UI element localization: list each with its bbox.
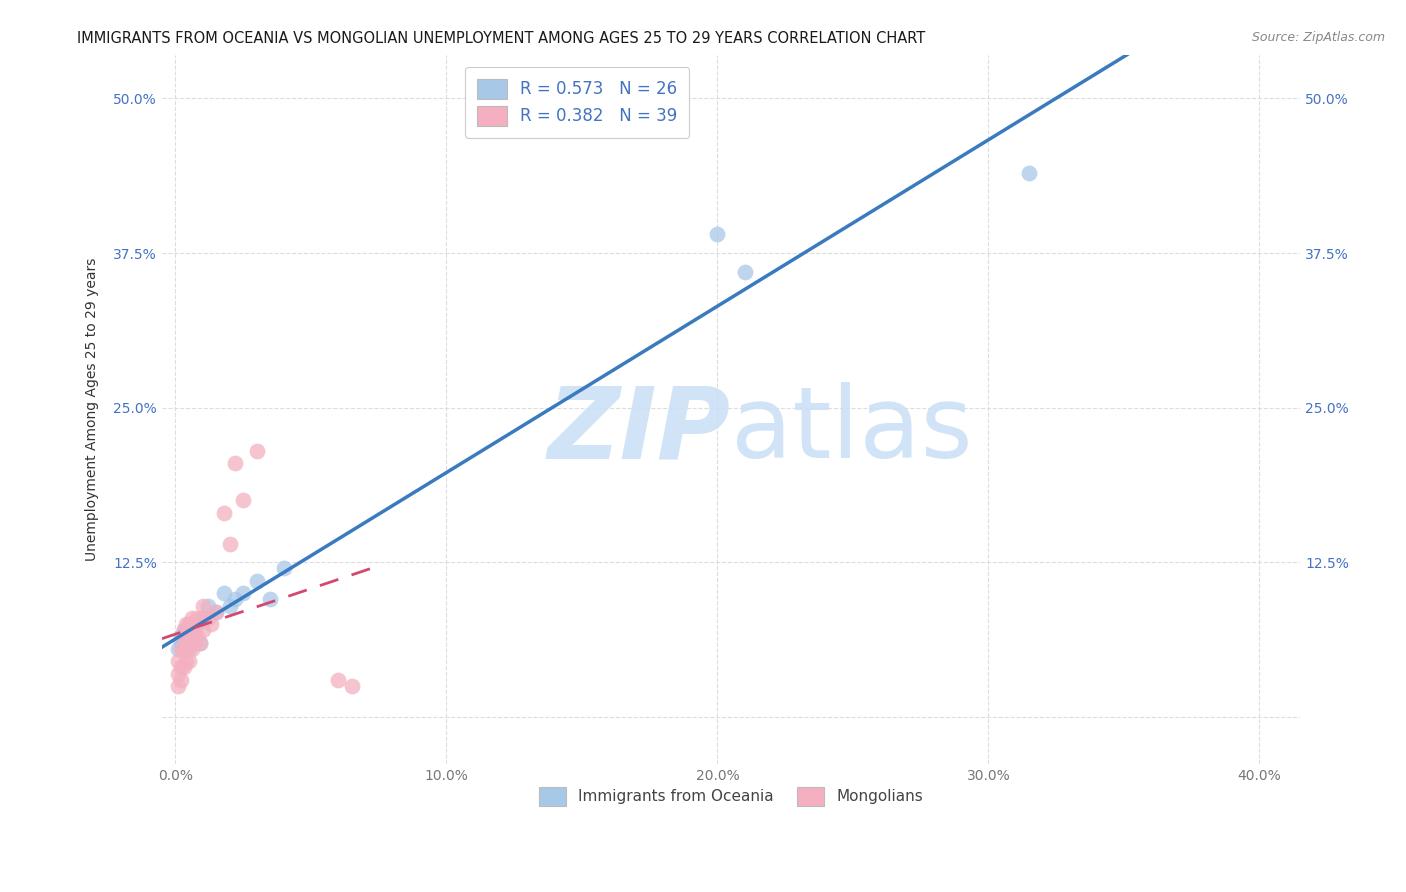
Point — [218, 599, 240, 613]
Point — [167, 679, 190, 693]
Point — [167, 641, 190, 656]
Point — [186, 617, 208, 632]
Point — [177, 635, 200, 649]
Point — [177, 624, 200, 638]
Point — [191, 599, 214, 613]
Point — [176, 625, 198, 640]
Y-axis label: Unemployment Among Ages 25 to 29 years: Unemployment Among Ages 25 to 29 years — [86, 258, 100, 561]
Point — [340, 679, 363, 693]
Point — [177, 654, 200, 668]
Point — [176, 617, 198, 632]
Point — [183, 624, 205, 638]
Text: Source: ZipAtlas.com: Source: ZipAtlas.com — [1251, 31, 1385, 45]
Point — [197, 599, 219, 613]
Text: IMMIGRANTS FROM OCEANIA VS MONGOLIAN UNEMPLOYMENT AMONG AGES 25 TO 29 YEARS CORR: IMMIGRANTS FROM OCEANIA VS MONGOLIAN UNE… — [77, 31, 925, 46]
Point — [180, 611, 202, 625]
Point — [173, 629, 195, 643]
Point — [197, 611, 219, 625]
Point — [177, 617, 200, 632]
Point — [205, 605, 228, 619]
Point — [186, 611, 208, 625]
Point — [186, 629, 208, 643]
Point — [273, 561, 295, 575]
Point — [180, 641, 202, 656]
Point — [170, 629, 193, 643]
Point — [173, 641, 195, 656]
Point — [173, 635, 195, 649]
Point — [191, 611, 214, 625]
Point — [176, 654, 198, 668]
Point — [170, 635, 193, 649]
Point — [205, 605, 228, 619]
Point — [259, 592, 281, 607]
Point — [246, 574, 269, 588]
Point — [734, 264, 756, 278]
Point — [188, 635, 211, 649]
Point — [177, 641, 200, 656]
Point — [176, 629, 198, 643]
Point — [232, 493, 254, 508]
Point — [1018, 166, 1040, 180]
Point — [212, 506, 235, 520]
Point — [177, 617, 200, 632]
Point — [218, 536, 240, 550]
Point — [191, 624, 214, 638]
Point — [180, 629, 202, 643]
Point — [706, 227, 728, 242]
Point — [173, 624, 195, 638]
Point — [183, 629, 205, 643]
Point — [170, 660, 193, 674]
Point — [326, 673, 349, 687]
Point — [170, 673, 193, 687]
Point — [232, 586, 254, 600]
Text: ZIP: ZIP — [548, 383, 731, 479]
Point — [224, 456, 246, 470]
Point — [191, 611, 214, 625]
Text: atlas: atlas — [731, 383, 973, 479]
Point — [188, 635, 211, 649]
Point — [176, 629, 198, 643]
Point — [180, 624, 202, 638]
Legend: Immigrants from Oceania, Mongolians: Immigrants from Oceania, Mongolians — [527, 776, 934, 816]
Point — [183, 635, 205, 649]
Point — [170, 641, 193, 656]
Point — [173, 624, 195, 638]
Point — [167, 654, 190, 668]
Point — [167, 666, 190, 681]
Point — [173, 660, 195, 674]
Point — [212, 586, 235, 600]
Point — [176, 641, 198, 656]
Point — [200, 617, 222, 632]
Point — [224, 592, 246, 607]
Point — [246, 444, 269, 458]
